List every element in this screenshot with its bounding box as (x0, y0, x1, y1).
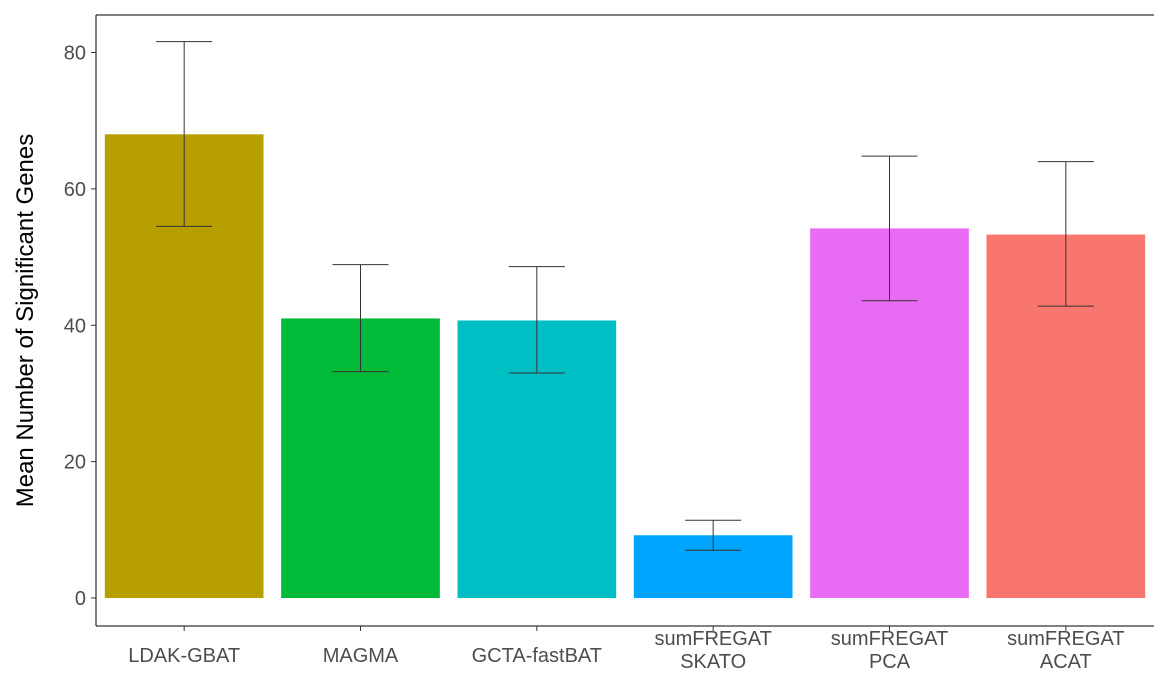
x-axis-ticks: LDAK-GBAT MAGMA GCTA-fastBATsumFREGATSKATO… (128, 626, 1125, 673)
x-tick-label: SKATO (680, 651, 746, 673)
error-bar (508, 266, 565, 374)
x-tick-label: sumFREGAT (654, 628, 771, 650)
error-bars-layer (156, 41, 1094, 551)
error-bar (861, 155, 918, 302)
x-tick-label: ACAT (1040, 651, 1092, 673)
bars-layer (104, 134, 1146, 599)
x-tick-label: LDAK-GBAT (128, 645, 240, 667)
y-tick-label: 60 (64, 179, 86, 201)
x-tick-label: sumFREGAT (1007, 628, 1124, 650)
error-bar (685, 519, 742, 551)
error-bar (156, 41, 213, 227)
y-tick-label: 40 (64, 315, 86, 337)
x-tick-label: sumFREGAT (831, 628, 948, 650)
y-axis-ticks: 0 20 40 60 80 (64, 43, 96, 610)
y-tick-label: 0 (75, 588, 86, 610)
x-tick-label: MAGMA (323, 645, 399, 667)
error-bar (1037, 161, 1094, 307)
x-tick-label: PCA (869, 651, 911, 673)
y-axis-title: Mean Number of Significant Genes (12, 134, 39, 508)
error-bar (332, 264, 389, 373)
y-tick-label: 20 (64, 452, 86, 474)
x-tick-label: GCTA-fastBAT (472, 645, 602, 667)
y-tick-label: 80 (64, 43, 86, 65)
